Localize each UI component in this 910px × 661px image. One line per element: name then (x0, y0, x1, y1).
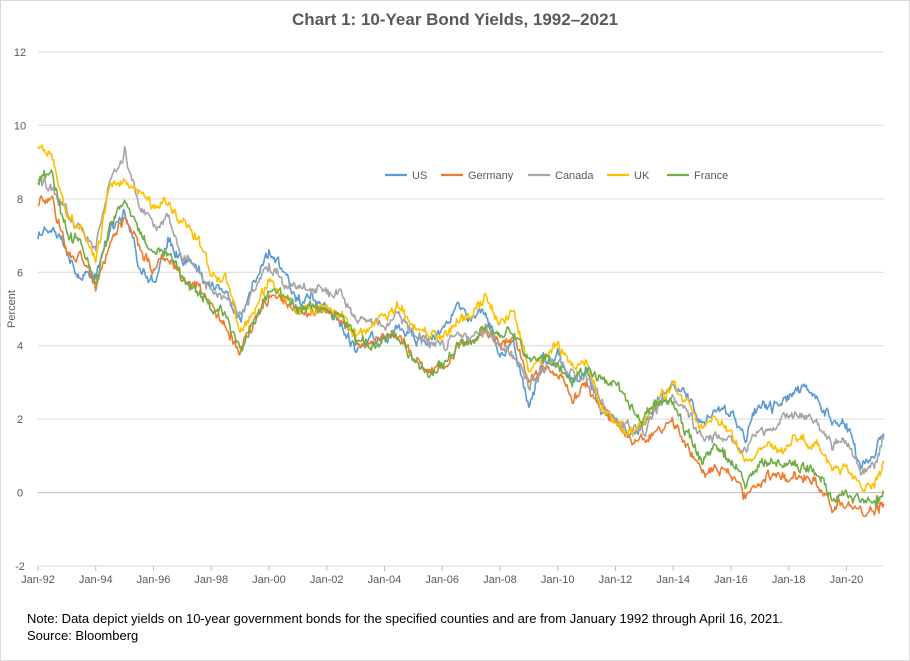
y-tick-label: 2 (17, 414, 23, 426)
x-tick-label: Jan-98 (194, 574, 228, 586)
series-line-canada (37, 145, 885, 476)
legend-label-france: France (694, 170, 728, 182)
y-tick-label: 4 (17, 341, 23, 353)
y-tick-label: 0 (17, 488, 23, 500)
chart-note: Note: Data depict yields on 10-year gove… (27, 610, 783, 644)
x-tick-label: Jan-14 (656, 574, 690, 586)
y-tick-label: 8 (17, 194, 23, 206)
x-tick-label: Jan-10 (541, 574, 575, 586)
y-tick-label: 10 (14, 120, 26, 132)
x-tick-label: Jan-06 (425, 574, 459, 586)
legend: US Germany Canada UK France (385, 170, 728, 182)
series-line-france (37, 169, 885, 508)
x-tick-label: Jan-18 (772, 574, 806, 586)
x-tick-label: Jan-02 (310, 574, 344, 586)
x-tick-label: Jan-04 (368, 574, 402, 586)
y-tick-label: -2 (15, 561, 25, 573)
y-tick-label: 6 (17, 267, 23, 279)
legend-label-germany: Germany (468, 170, 514, 182)
axes: -2 0 2 4 6 8 10 12 Jan-92 Jan-94 Jan-96 Jan-98 Jan-0… (6, 47, 884, 586)
series-lines (37, 144, 885, 518)
legend-label-us: US (412, 170, 427, 182)
x-tick-label: Jan-20 (830, 574, 864, 586)
x-tick-label: Jan-92 (21, 574, 55, 586)
y-axis-title: Percent (6, 290, 18, 328)
gridlines (38, 51, 884, 567)
x-tick-label: Jan-94 (79, 574, 113, 586)
source-text: Source: Bloomberg (27, 628, 139, 643)
x-tick-label: Jan-96 (137, 574, 171, 586)
y-tick-label: 12 (14, 47, 26, 59)
x-tick-label: Jan-08 (483, 574, 517, 586)
note-text: Note: Data depict yields on 10-year gove… (27, 611, 783, 626)
legend-label-canada: Canada (555, 170, 594, 182)
chart-title: Chart 1: 10-Year Bond Yields, 1992–2021 (291, 10, 618, 29)
x-tick-label: Jan-12 (599, 574, 633, 586)
x-tick-label: Jan-16 (714, 574, 748, 586)
series-line-uk (37, 144, 885, 493)
x-tick-label: Jan-00 (252, 574, 286, 586)
legend-label-uk: UK (634, 170, 650, 182)
